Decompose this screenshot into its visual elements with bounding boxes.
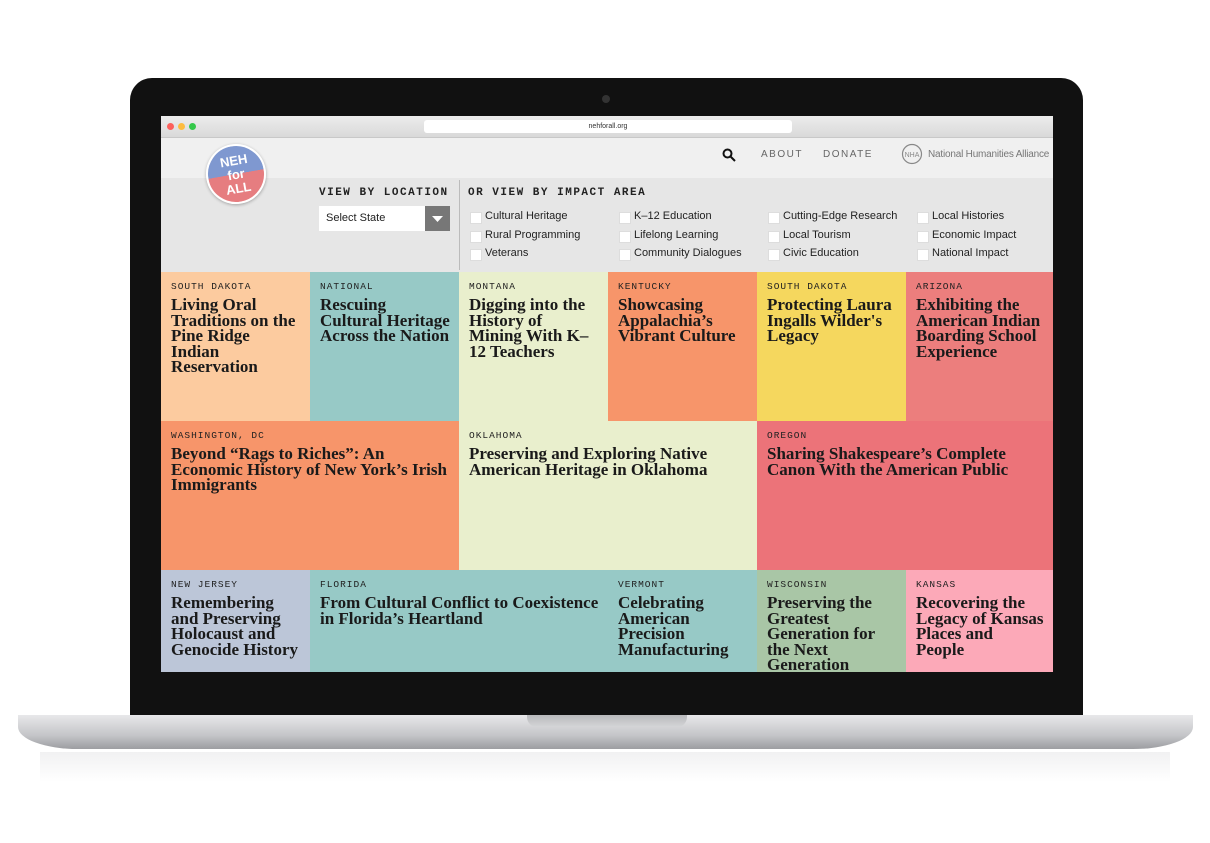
tile-title: Digging into the History of Mining With … bbox=[469, 295, 589, 361]
story-tile[interactable]: NATIONAL Rescuing Cultural Heritage Acros… bbox=[310, 272, 459, 421]
tile-location: NEW JERSEY bbox=[171, 579, 239, 590]
tile-title: Exhibiting the American Indian Boarding … bbox=[916, 295, 1041, 361]
checkbox[interactable] bbox=[470, 230, 482, 243]
tile-title: Sharing Shakespeare’s Complete Canon Wit… bbox=[767, 444, 1009, 479]
tile-title: Recovering the Legacy of Kansas Places a… bbox=[916, 593, 1044, 659]
logo-line: ALL bbox=[224, 178, 253, 198]
tile-title: Rescuing Cultural Heritage Across the Na… bbox=[320, 295, 450, 345]
checkbox-label[interactable]: Lifelong Learning bbox=[634, 228, 719, 241]
tile-title: Protecting Laura Ingalls Wilder's Legacy bbox=[767, 295, 892, 345]
nav-link[interactable]: ABOUT bbox=[761, 149, 803, 160]
site-header: ABOUT DONATE NHA National Humanities All… bbox=[161, 138, 1053, 178]
tile-title: Living Oral Traditions on the Pine Ridge… bbox=[171, 295, 296, 376]
browser-toolbar: nehforall.org bbox=[161, 116, 1053, 138]
nav-link[interactable]: DONATE bbox=[823, 149, 873, 160]
checkbox-label[interactable]: National Impact bbox=[932, 247, 1009, 260]
state-select[interactable]: Select State bbox=[319, 206, 450, 231]
checkbox-label[interactable]: Local Tourism bbox=[783, 228, 851, 241]
story-tile[interactable]: NEW JERSEY Remembering and Preserving Hol… bbox=[161, 570, 310, 672]
tile-location: KENTUCKY bbox=[618, 281, 672, 292]
checkbox-label[interactable]: Community Dialogues bbox=[634, 247, 742, 260]
tile-title: Remembering and Preserving Holocaust and… bbox=[171, 593, 299, 659]
checkbox-label[interactable]: Cutting-Edge Research bbox=[783, 210, 898, 222]
story-tile[interactable]: ARIZONA Exhibiting the American Indian Bo… bbox=[906, 272, 1053, 421]
location-heading: VIEW BY LOCATION bbox=[319, 187, 449, 199]
checkbox-label[interactable]: Economic Impact bbox=[932, 228, 1017, 241]
tile-title: Showcasing Appalachia’s Vibrant Culture bbox=[618, 295, 736, 345]
search-icon[interactable] bbox=[722, 148, 736, 162]
url-bar[interactable]: nehforall.org bbox=[424, 120, 792, 133]
tile-title: Preserving the Greatest Generation for t… bbox=[767, 593, 875, 672]
tile-location: OKLAHOMA bbox=[469, 430, 523, 441]
tile-location: OREGON bbox=[767, 430, 808, 441]
checkbox[interactable] bbox=[470, 212, 482, 224]
story-tile[interactable]: SOUTH DAKOTA Living Oral Traditions on th… bbox=[161, 272, 310, 421]
checkbox[interactable] bbox=[470, 249, 482, 262]
story-tile[interactable]: KENTUCKY Showcasing Appalachia’s Vibrant … bbox=[608, 272, 757, 421]
select-placeholder: Select State bbox=[326, 212, 386, 224]
checkbox[interactable] bbox=[619, 249, 631, 262]
tile-location: KANSAS bbox=[916, 579, 957, 590]
filter-bar: VIEW BY LOCATION OR VIEW BY IMPACT AREA bbox=[161, 178, 1053, 272]
checkbox[interactable] bbox=[619, 230, 631, 243]
screen: nehforall.org ABOUT DONATE NHA National … bbox=[161, 116, 1053, 672]
story-tile[interactable]: WISCONSIN Preserving the Greatest Generat… bbox=[757, 570, 906, 672]
svg-text:NHA: NHA bbox=[905, 152, 920, 159]
story-tile[interactable]: SOUTH DAKOTA Protecting Laura Ingalls Wil… bbox=[757, 272, 906, 421]
story-tile[interactable]: KANSAS Recovering the Legacy of Kansas Pl… bbox=[906, 570, 1053, 672]
tile-location: WISCONSIN bbox=[767, 579, 828, 590]
checkbox[interactable] bbox=[768, 249, 780, 262]
checkbox-label[interactable]: Veterans bbox=[485, 247, 529, 260]
checkbox[interactable] bbox=[917, 249, 929, 262]
reflection bbox=[40, 752, 1170, 782]
tile-location: MONTANA bbox=[469, 281, 516, 292]
partner-icon: NHA bbox=[901, 143, 923, 165]
tile-title: Beyond “Rags to Riches”: An Economic His… bbox=[171, 444, 447, 494]
tile-title: Preserving and Exploring Native American… bbox=[469, 444, 708, 479]
tile-location: WASHINGTON, DC bbox=[171, 430, 265, 441]
tile-location: SOUTH DAKOTA bbox=[171, 281, 252, 292]
story-tile[interactable]: OREGON Sharing Shakespeare’s Complete Can… bbox=[757, 421, 1053, 570]
checkbox-label[interactable]: Cultural Heritage bbox=[485, 210, 568, 222]
zoom-button[interactable] bbox=[189, 123, 196, 130]
checkbox-label[interactable]: Civic Education bbox=[783, 247, 859, 260]
close-button[interactable] bbox=[167, 123, 174, 130]
story-tile[interactable]: WASHINGTON, DC Beyond “Rags to Riches”: A… bbox=[161, 421, 459, 570]
checkbox[interactable] bbox=[619, 212, 631, 224]
select-arrow bbox=[425, 206, 450, 231]
story-tile[interactable]: FLORIDA From Cultural Conflict to Coexist… bbox=[310, 570, 608, 672]
tile-location: VERMONT bbox=[618, 579, 665, 590]
checkbox[interactable] bbox=[917, 230, 929, 243]
tile-location: SOUTH DAKOTA bbox=[767, 281, 848, 292]
checkbox[interactable] bbox=[917, 212, 929, 224]
tile-location: NATIONAL bbox=[320, 281, 374, 292]
tile-location: FLORIDA bbox=[320, 579, 367, 590]
story-tile[interactable]: VERMONT Celebrating American Precision Ma… bbox=[608, 570, 757, 672]
checkbox-label[interactable]: K–12 Education bbox=[634, 210, 712, 222]
checkbox-label[interactable]: Rural Programming bbox=[485, 228, 581, 241]
story-tile[interactable]: MONTANA Digging into the History of Minin… bbox=[459, 272, 608, 421]
impact-heading: OR VIEW BY IMPACT AREA bbox=[468, 187, 647, 199]
tile-location: ARIZONA bbox=[916, 281, 963, 292]
story-tile[interactable]: OKLAHOMA Preserving and Exploring Native … bbox=[459, 421, 757, 570]
partner-link[interactable]: National Humanities Alliance bbox=[928, 149, 1050, 160]
checkbox-label[interactable]: Local Histories bbox=[932, 210, 1005, 222]
tile-title: From Cultural Conflict to Coexistence in… bbox=[320, 593, 599, 628]
tile-title: Celebrating American Precision Manufactu… bbox=[618, 593, 729, 659]
checkbox[interactable] bbox=[768, 212, 780, 224]
checkbox[interactable] bbox=[768, 230, 780, 243]
divider bbox=[459, 180, 460, 270]
minimize-button[interactable] bbox=[178, 123, 185, 130]
camera bbox=[602, 95, 610, 103]
laptop-notch bbox=[527, 715, 687, 727]
